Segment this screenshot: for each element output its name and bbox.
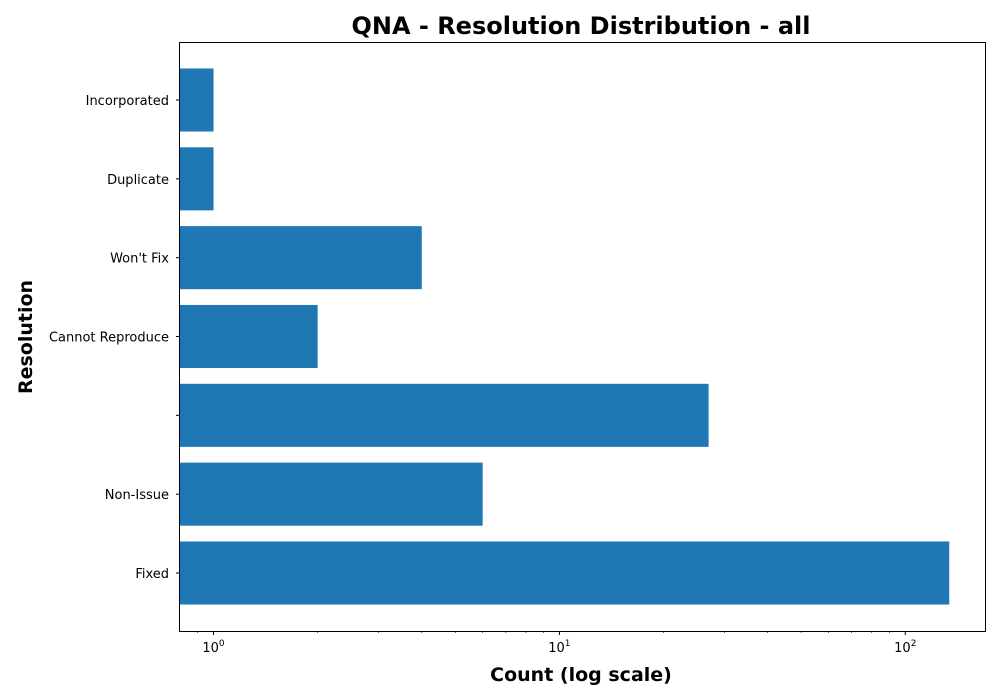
bar (180, 226, 422, 290)
bars-group (180, 68, 950, 605)
chart-title: QNA - Resolution Distribution - all (351, 12, 810, 40)
y-tick-label: Non-Issue (105, 488, 169, 503)
bar (180, 541, 950, 605)
bar (180, 304, 318, 369)
y-axis-label: Resolution (15, 280, 37, 394)
x-tick-label: 100 (202, 639, 225, 656)
x-ticks-group: 100 101 102 (197, 631, 916, 656)
x-axis-label: Count (log scale) (490, 664, 672, 686)
x-tick-label: 102 (894, 639, 916, 656)
y-tick-label: Incorporated (86, 94, 169, 109)
bar (180, 383, 709, 447)
y-tick-label: Cannot Reproduce (49, 331, 169, 346)
x-tick-label: 101 (548, 639, 570, 656)
y-ticks-group: Fixed Non-Issue Cannot Reproduce Won't Fix D… (49, 94, 180, 582)
y-tick-label: Fixed (135, 567, 169, 582)
bar (180, 147, 214, 211)
bar (180, 462, 483, 526)
bar (180, 68, 214, 132)
y-tick-label: Won't Fix (110, 252, 169, 267)
y-tick-label: Duplicate (107, 173, 169, 188)
